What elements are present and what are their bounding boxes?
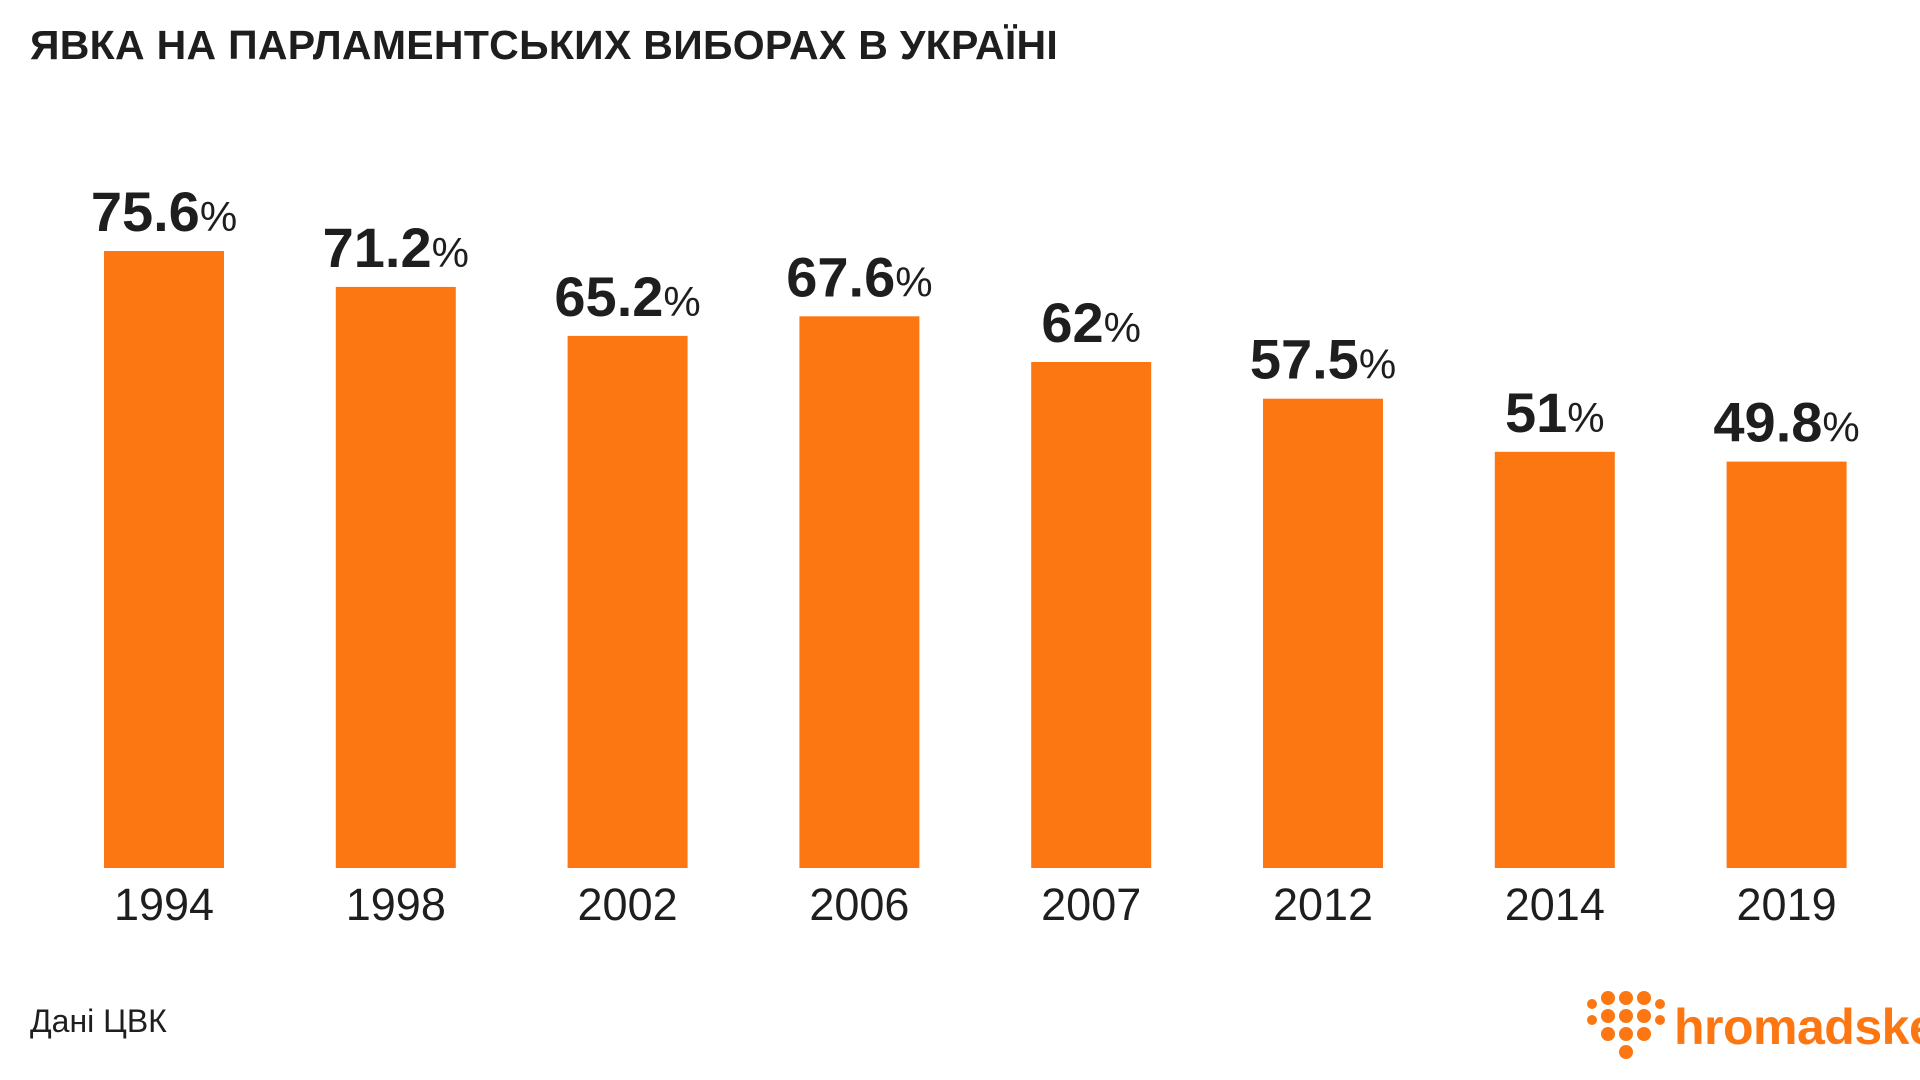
value-label-2006: 67.6% xyxy=(786,245,932,308)
value-label-1998: 71.2% xyxy=(323,216,469,279)
value-number: 67.6 xyxy=(786,245,895,308)
value-unit: % xyxy=(200,193,237,240)
bars-group xyxy=(104,251,1847,868)
chart-title: ЯВКА НА ПАРЛАМЕНТСЬКИХ ВИБОРАХ В УКРАЇНІ xyxy=(30,22,1059,68)
value-labels-group: 75.6% 71.2%65.2% 67.6%62%57.5%51% 49.8% xyxy=(91,180,1860,454)
bar-2012 xyxy=(1263,398,1383,868)
data-source-note: Дані ЦВК xyxy=(30,1003,167,1039)
value-number: 51 xyxy=(1505,381,1567,444)
value-number: 65.2 xyxy=(554,265,663,328)
x-tick-label-2014: 2014 xyxy=(1505,879,1605,930)
logo-wordmark: hromadske xyxy=(1674,999,1920,1055)
bar-2007 xyxy=(1031,362,1152,868)
x-tick-label-2012: 2012 xyxy=(1273,879,1373,930)
x-tick-label-2019: 2019 xyxy=(1737,879,1837,930)
value-unit: % xyxy=(895,258,932,305)
value-unit: % xyxy=(432,229,469,276)
value-label-2019: 49.8% xyxy=(1713,391,1859,454)
hromadske-logo: hromadske xyxy=(1584,990,1920,1070)
value-label-2012: 57.5% xyxy=(1250,328,1396,391)
bar-2019 xyxy=(1726,461,1847,868)
value-number: 57.5 xyxy=(1250,328,1359,391)
x-tick-label-1994: 1994 xyxy=(114,879,214,930)
value-label-2007: 62% xyxy=(1041,291,1141,354)
value-label-2002: 65.2% xyxy=(554,265,700,328)
value-unit: % xyxy=(1104,304,1141,351)
value-unit: % xyxy=(1359,341,1396,388)
value-number: 49.8 xyxy=(1713,391,1822,454)
x-tick-label-2007: 2007 xyxy=(1041,879,1141,930)
bar-2006 xyxy=(799,316,920,868)
bar-1998 xyxy=(335,286,456,868)
x-tick-label-2002: 2002 xyxy=(578,879,678,930)
value-unit: % xyxy=(1822,404,1859,451)
x-tick-label-2006: 2006 xyxy=(809,879,909,930)
value-number: 62 xyxy=(1041,291,1103,354)
value-unit: % xyxy=(663,278,700,325)
bar-2014 xyxy=(1494,451,1615,868)
bar-1994 xyxy=(104,251,224,868)
bar-2002 xyxy=(567,335,688,868)
value-number: 71.2 xyxy=(323,216,432,279)
value-label-1994: 75.6% xyxy=(91,180,237,243)
value-label-2014: 51% xyxy=(1505,381,1605,444)
logo-dots-icon xyxy=(1587,991,1665,1059)
x-axis-tick-labels: 1994 1998 2002 2006 2007 2012 2014 2019 xyxy=(114,879,1837,930)
value-number: 75.6 xyxy=(91,180,200,243)
x-tick-label-1998: 1998 xyxy=(346,879,446,930)
value-unit: % xyxy=(1567,394,1604,441)
